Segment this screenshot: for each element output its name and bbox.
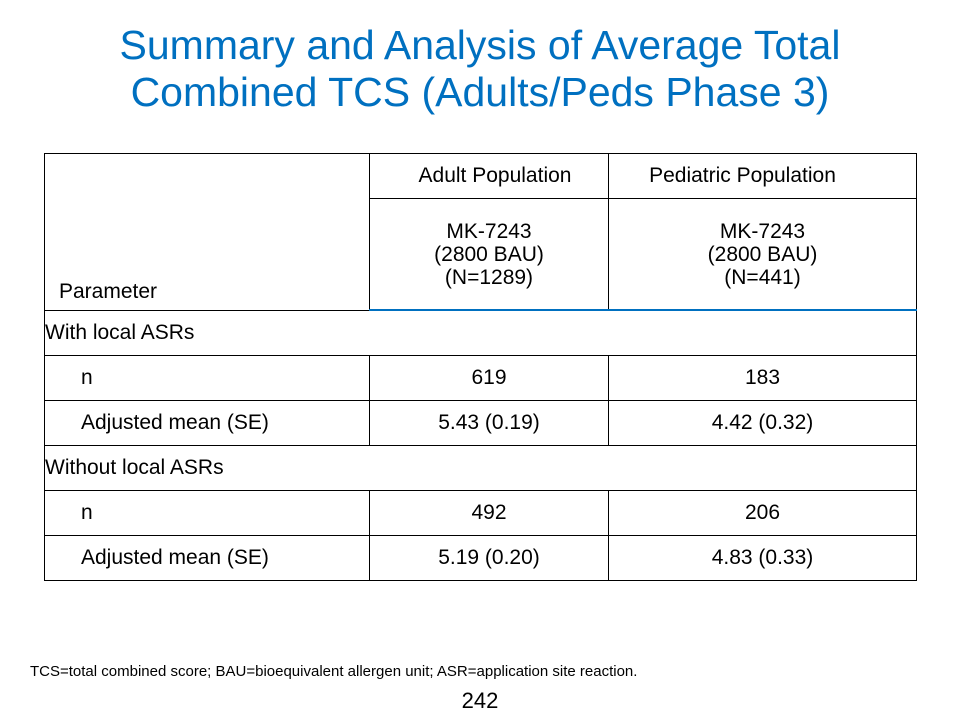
pediatric-population-header: Pediatric Population	[608, 153, 917, 199]
treatment-header-row: MK-7243 (2800 BAU) (N=1289) MK-7243 (280…	[45, 198, 917, 311]
table-row: n 492 206	[44, 490, 917, 536]
adult-value: 619	[369, 355, 609, 401]
section-label: Without local ASRs	[44, 445, 917, 491]
section-row-with-local-asrs: With local ASRs	[44, 309, 917, 356]
treatment-name: MK-7243	[719, 219, 806, 243]
row-label: Adjusted mean (SE)	[44, 535, 370, 581]
row-label: n	[44, 355, 370, 401]
adult-treatment-header: MK-7243 (2800 BAU) (N=1289)	[369, 198, 609, 311]
table-row: Adjusted mean (SE) 5.19 (0.20) 4.83 (0.3…	[44, 535, 917, 581]
slide-title: Summary and Analysis of Average Total Co…	[0, 22, 960, 116]
treatment-dose: (2800 BAU)	[707, 242, 818, 266]
slide-title-line-1: Summary and Analysis of Average Total	[119, 22, 841, 68]
row-label: Adjusted mean (SE)	[44, 400, 370, 446]
footnote: TCS=total combined score; BAU=bioequival…	[30, 663, 638, 680]
treatment-name: MK-7243	[446, 219, 532, 243]
parameter-header: Parameter	[44, 153, 370, 311]
table-row: Adjusted mean (SE) 5.43 (0.19) 4.42 (0.3…	[44, 400, 917, 446]
pediatric-value: 183	[608, 355, 917, 401]
treatment-n: (N=1289)	[444, 265, 534, 289]
adult-value: 5.43 (0.19)	[369, 400, 609, 446]
pediatric-treatment-header: MK-7243 (2800 BAU) (N=441)	[608, 198, 917, 311]
population-header-row: Parameter Adult Population Pediatric Pop…	[44, 153, 917, 311]
adult-value: 492	[369, 490, 609, 536]
section-row-without-local-asrs: Without local ASRs	[44, 445, 917, 491]
treatment-dose: (2800 BAU)	[434, 242, 544, 266]
row-label: n	[44, 490, 370, 536]
section-label: With local ASRs	[44, 309, 917, 356]
summary-table: Parameter Adult Population Pediatric Pop…	[44, 153, 917, 581]
slide-title-line-2: Combined TCS (Adults/Peds Phase 3)	[130, 69, 830, 115]
adult-value: 5.19 (0.20)	[369, 535, 609, 581]
pediatric-value: 4.42 (0.32)	[608, 400, 917, 446]
adult-population-header: Adult Population	[369, 153, 609, 199]
treatment-n: (N=441)	[724, 265, 801, 289]
pediatric-value: 4.83 (0.33)	[608, 535, 917, 581]
table-row: n 619 183	[44, 355, 917, 401]
page-number: 242	[461, 688, 499, 713]
pediatric-value: 206	[608, 490, 917, 536]
